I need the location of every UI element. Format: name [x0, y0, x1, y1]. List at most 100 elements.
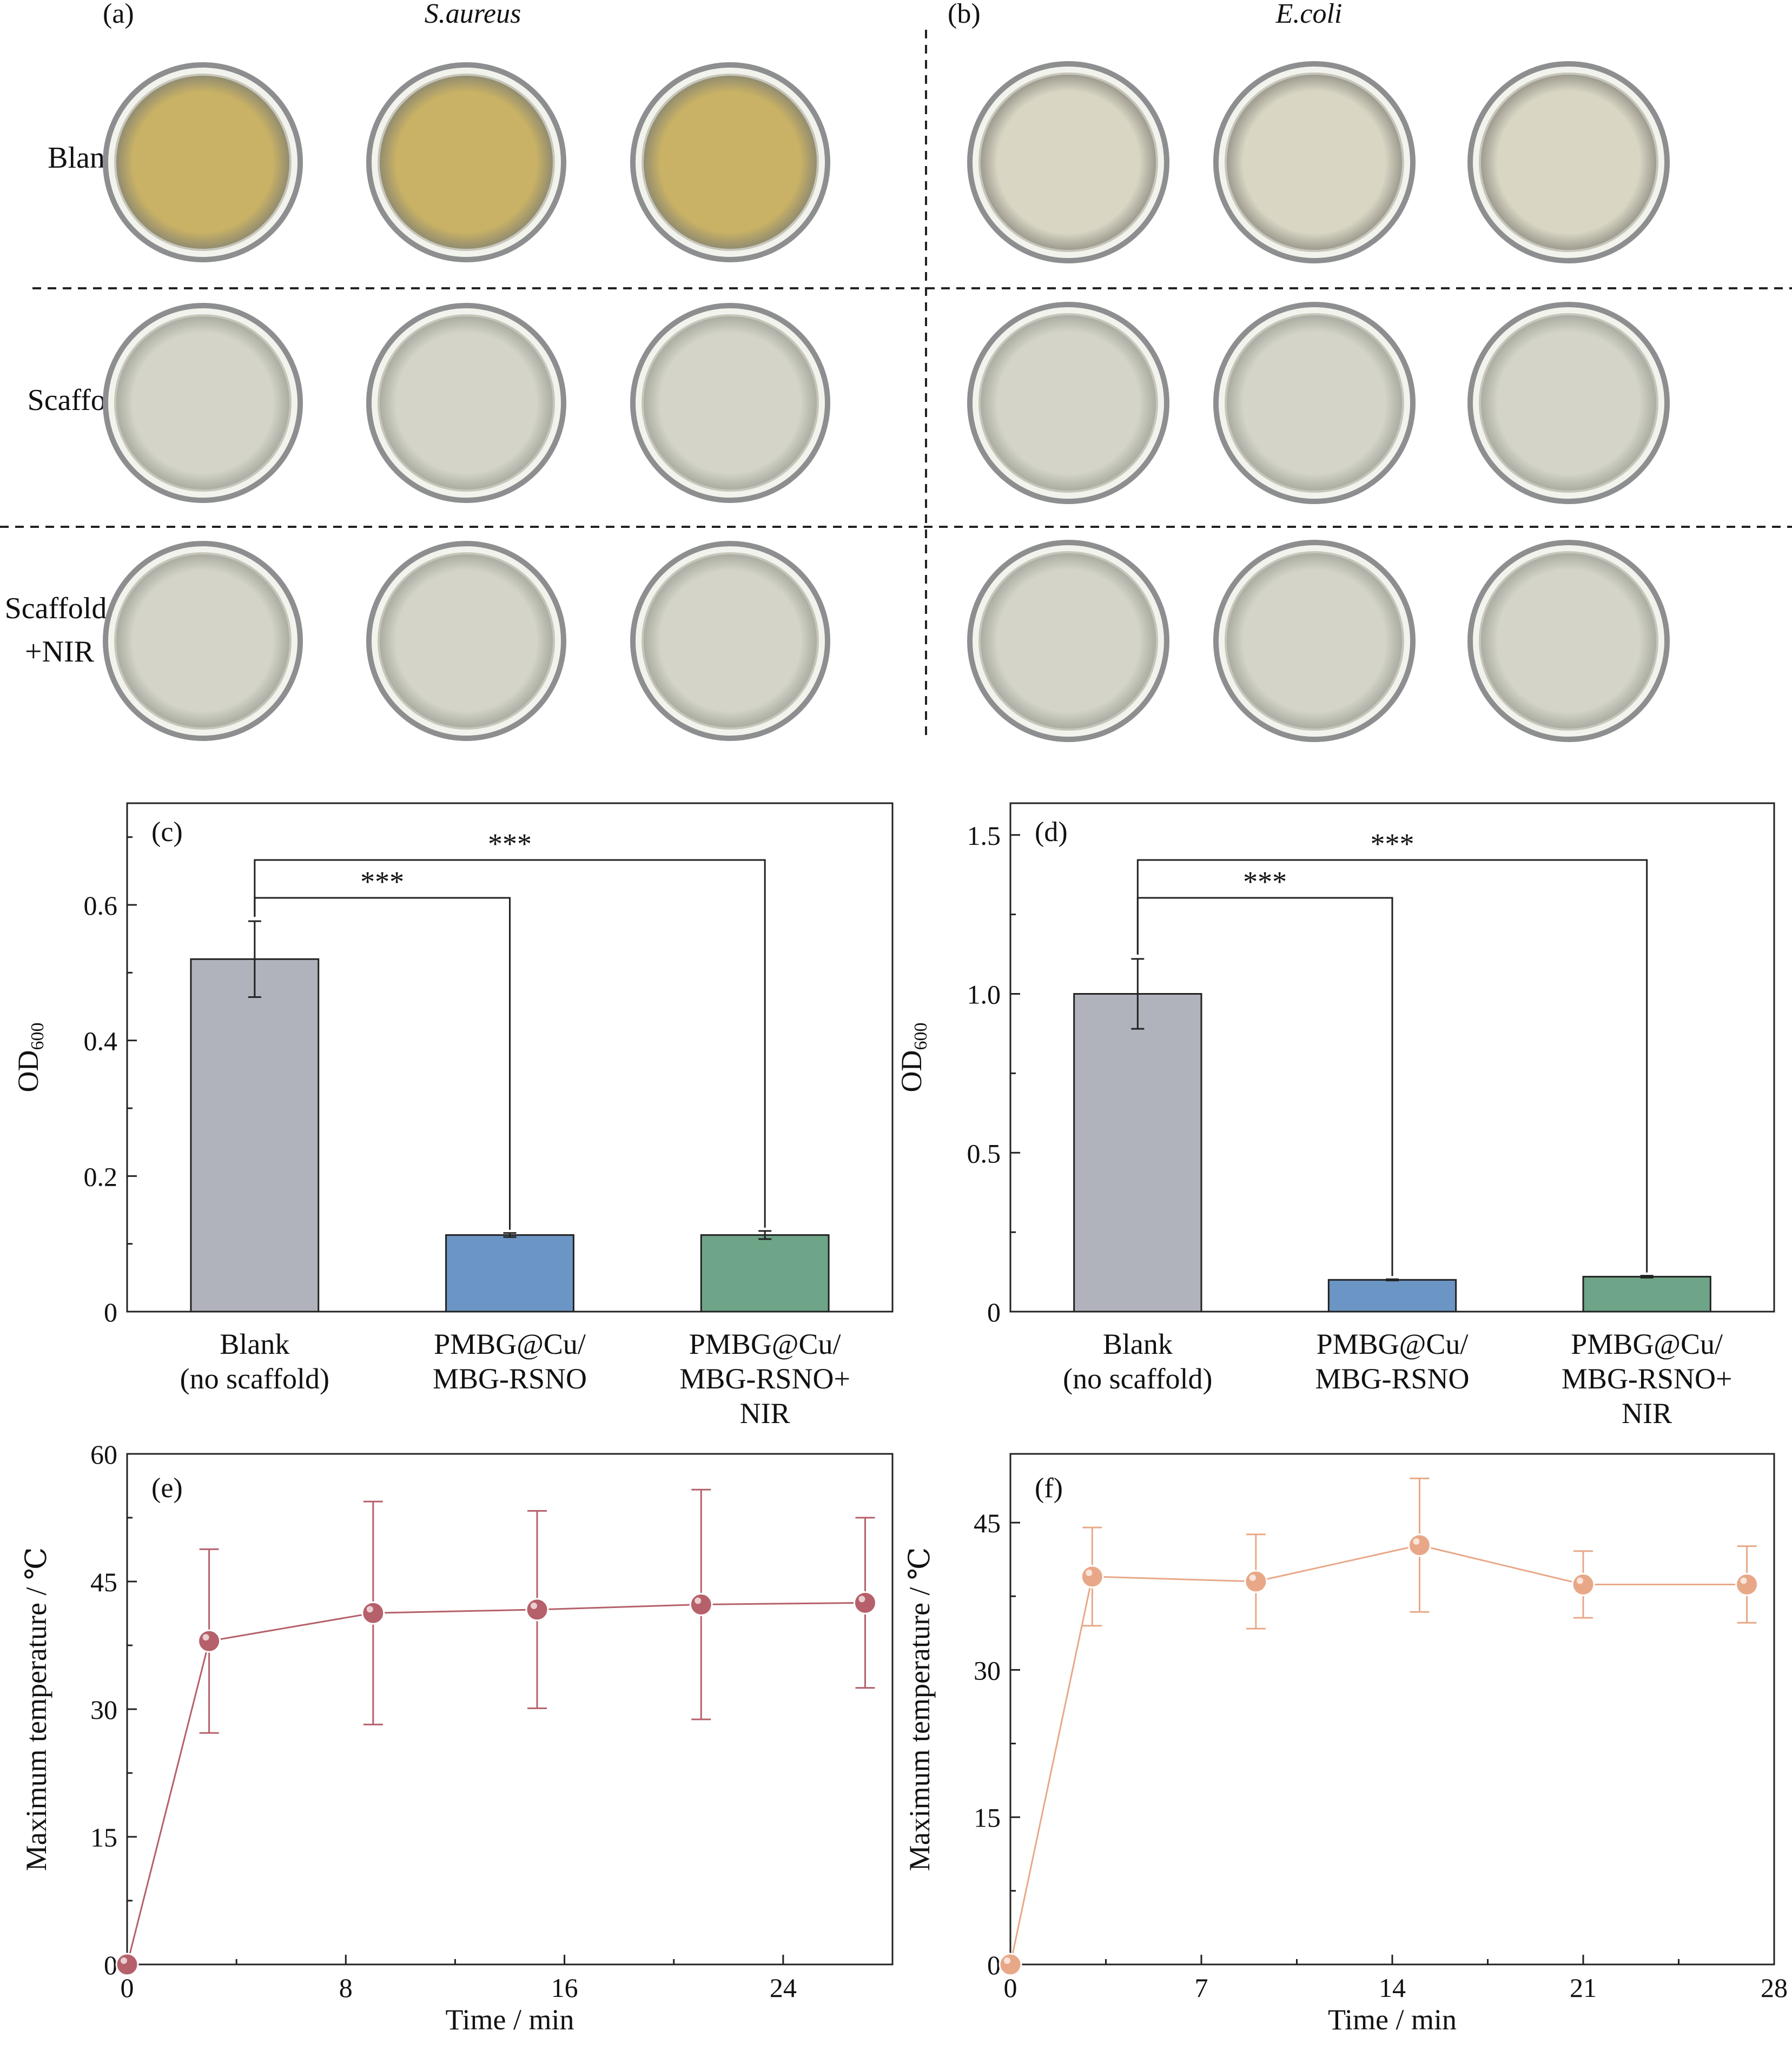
x-axis-label: Time / min	[445, 2003, 574, 2036]
y-tick-label: 45	[974, 1508, 1001, 1538]
chart-panel-d: (d) 0 0.5 1.0 1.5 OD600 Blank (no scaffold) PMBG…	[895, 802, 1775, 1430]
bar-1	[1073, 993, 1202, 1313]
data-point-4	[1407, 1533, 1431, 1557]
category-label-2: PMBG@Cu/MBG-RSNO	[1315, 1328, 1469, 1395]
agar-surface-ec-row2-3	[1479, 313, 1658, 493]
agar-surface-ec-row3-1	[978, 551, 1158, 731]
data-point-highlight-5	[1577, 1577, 1583, 1584]
category-label-3-line1: PMBG@Cu/	[1571, 1328, 1723, 1360]
data-point-highlight-5	[695, 1597, 702, 1604]
plot-frame	[126, 1453, 894, 1966]
y-tick-label: 60	[90, 1439, 117, 1470]
agar-surface-ec-row1-3	[1479, 72, 1658, 252]
panel-a-label: (a)	[103, 0, 134, 29]
x-tick-label: 16	[551, 1973, 578, 2003]
chart-panel-e: (e) 0 15 30 45 60 0 8 16 24 Time / min Maximum temp…	[20, 1439, 894, 2036]
y-tick-label: 0	[104, 1950, 117, 1980]
category-label-3: PMBG@Cu/MBG-RSNO+ NIR	[1562, 1328, 1733, 1430]
y-axis-label: OD600	[12, 1023, 48, 1093]
y-axis-label-subscript: 600	[911, 1023, 931, 1050]
data-point-4	[525, 1598, 549, 1622]
data-point-6	[853, 1591, 877, 1615]
agar-surface-ec-row2-2	[1225, 313, 1404, 493]
data-point-highlight-1	[1004, 1957, 1010, 1964]
y-axis-label-main: OD	[12, 1050, 44, 1093]
x-axis-label: Time / min	[1328, 2003, 1457, 2036]
bar-3	[700, 1234, 830, 1313]
data-point-highlight-4	[1413, 1538, 1420, 1545]
agar-surface-ec-row1-2	[1225, 72, 1404, 252]
row-label-scaffold-nir-line1: Scaffold	[5, 592, 107, 625]
category-label-2-line1: PMBG@Cu/	[1317, 1328, 1469, 1360]
agar-surface-sa-row3-2	[378, 552, 555, 730]
y-tick-label: 0.2	[84, 1161, 118, 1192]
data-point-highlight-2	[1086, 1569, 1093, 1576]
category-label-3-line3: NIR	[740, 1397, 790, 1430]
category-label-1-line2: (no scaffold)	[1063, 1362, 1212, 1395]
chart-panel-c: (c) 0 0.2 0.4 0.6 OD600 Blank (no scaffold) PMBG…	[12, 802, 894, 1430]
significance-bracket-2	[1136, 859, 1648, 1273]
panel-label: (e)	[151, 1473, 183, 1504]
bar-3	[1582, 1275, 1711, 1313]
agar-surface-sa-row1-1	[114, 74, 292, 251]
agar-surface-ec-row3-3	[1479, 551, 1658, 731]
agar-surface-sa-row2-2	[378, 314, 555, 492]
category-label-2-line2: MBG-RSNO	[433, 1362, 587, 1395]
data-point-5	[1571, 1572, 1595, 1596]
bar-2	[1327, 1279, 1457, 1313]
category-label-2-line1: PMBG@Cu/	[434, 1328, 586, 1360]
x-tick-label: 24	[770, 1973, 797, 2003]
y-tick-label: 0	[987, 1950, 1001, 1980]
x-tick-label: 8	[339, 1973, 353, 2003]
series-line	[1009, 1544, 1747, 1965]
category-label-1-line1: Blank	[220, 1328, 289, 1360]
panel-label: (d)	[1035, 817, 1068, 848]
y-tick-label: 0	[987, 1297, 1001, 1327]
agar-plate-photo-grid: (a) S.aureus (b) E.coli Blank Scaffold S…	[0, 0, 1792, 742]
y-tick-label: 45	[90, 1567, 117, 1597]
significance-label-2: ***	[1371, 828, 1414, 860]
y-tick-label: 0	[104, 1297, 117, 1327]
y-tick-label: 15	[90, 1822, 117, 1852]
y-tick-label: 1.0	[967, 980, 1001, 1010]
panel-label: (c)	[151, 817, 183, 848]
y-tick-label: 30	[90, 1695, 117, 1725]
data-point-highlight-1	[121, 1957, 127, 1964]
x-tick-label: 28	[1761, 1973, 1788, 2003]
category-label-1: Blank (no scaffold)	[180, 1328, 329, 1395]
y-tick-label: 0.6	[84, 890, 118, 921]
y-axis-label: Maximum temperature / ℃	[903, 1547, 936, 1871]
y-tick-label: 1.5	[967, 821, 1001, 851]
data-point-5	[689, 1592, 713, 1616]
category-label-3-line3: NIR	[1622, 1397, 1672, 1430]
agar-surface-sa-row3-3	[642, 552, 819, 730]
series-line	[126, 1602, 865, 1965]
row-label-scaffold-nir: Scaffold +NIR	[5, 592, 115, 669]
x-tick-label: 14	[1379, 1973, 1406, 2003]
agar-surface-ec-row3-2	[1225, 551, 1404, 731]
panel-b-title: E.coli	[1275, 0, 1343, 29]
significance-label-1: ***	[1243, 865, 1287, 898]
agar-surface-sa-row2-3	[642, 314, 819, 492]
category-label-1-line1: Blank	[1103, 1328, 1173, 1360]
data-point-1	[115, 1953, 139, 1976]
bar-2	[445, 1234, 574, 1313]
chart-panel-f: (f) 0 15 30 45 0 7 14 21 28 Time / min Maximum temp…	[903, 1453, 1788, 2036]
significance-label-2: ***	[488, 828, 532, 860]
data-point-highlight-3	[366, 1606, 373, 1613]
plot-frame	[1009, 1453, 1775, 1966]
y-tick-label: 0.4	[84, 1026, 118, 1056]
panel-label: (f)	[1035, 1473, 1063, 1504]
data-point-highlight-2	[202, 1634, 209, 1641]
x-tick-label: 7	[1195, 1973, 1208, 2003]
y-axis-label-main: OD	[895, 1050, 928, 1093]
x-tick-label: 21	[1570, 1973, 1597, 2003]
panel-a-title: S.aureus	[425, 0, 521, 29]
category-label-3-line1: PMBG@Cu/	[689, 1328, 841, 1360]
y-tick-label: 30	[974, 1655, 1001, 1685]
agar-surface-sa-row2-1	[114, 314, 292, 492]
y-axis-label: OD600	[895, 1023, 931, 1093]
x-tick-label: 0	[1004, 1973, 1017, 2003]
category-label-3: PMBG@Cu/MBG-RSNO+ NIR	[679, 1328, 850, 1430]
